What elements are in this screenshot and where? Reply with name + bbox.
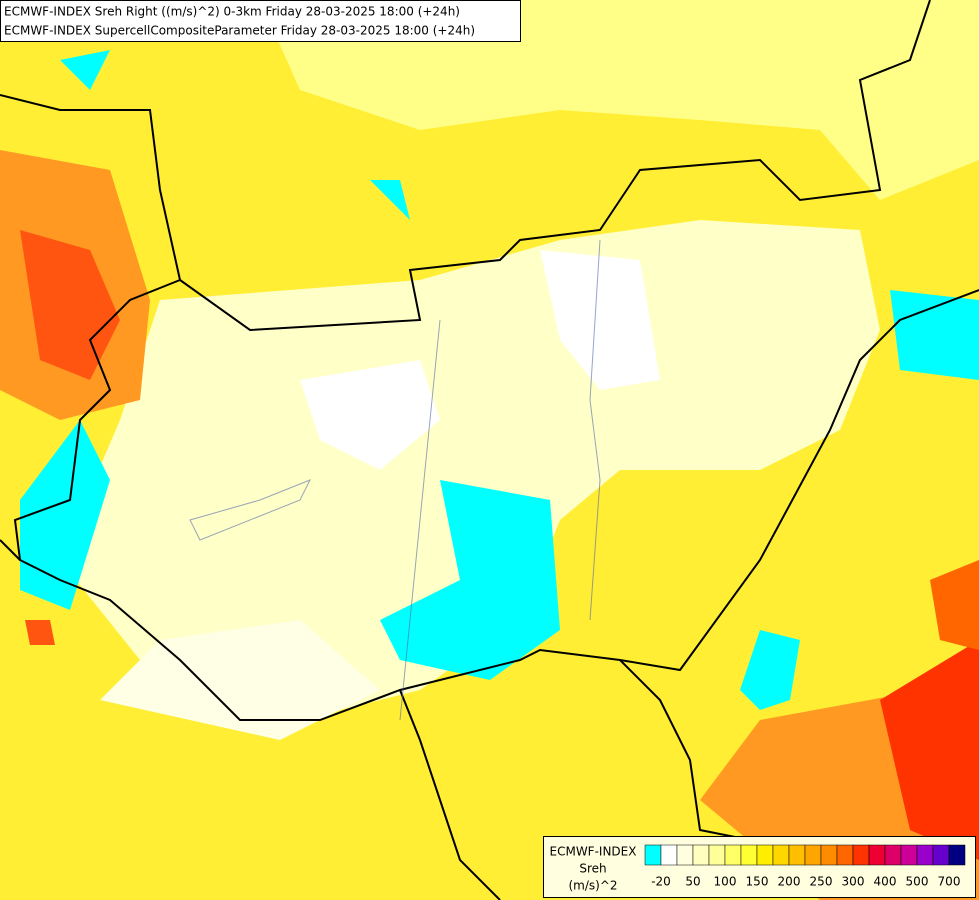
legend-swatch	[836, 844, 854, 866]
rivers	[189, 239, 601, 721]
legend-swatch	[740, 844, 758, 866]
legend-swatch	[852, 844, 870, 866]
legend-swatch	[660, 844, 678, 866]
legend-label: 400	[874, 875, 897, 889]
legend-swatch	[948, 844, 966, 866]
legend-label: 500	[906, 875, 929, 889]
legend-label: 150	[746, 875, 769, 889]
legend-swatch	[804, 844, 822, 866]
legend-swatch	[932, 844, 950, 866]
legend-swatch	[916, 844, 934, 866]
legend-label: 100	[714, 875, 737, 889]
legend-name: Sreh	[579, 862, 606, 876]
legend-label: 300	[842, 875, 865, 889]
legend-swatch	[868, 844, 886, 866]
legend-swatch	[756, 844, 774, 866]
legend-label: 50	[685, 875, 700, 889]
legend-swatch	[820, 844, 838, 866]
legend-swatch	[724, 844, 742, 866]
header-line: ECMWF-INDEX SupercellCompositeParameter …	[4, 24, 475, 38]
legend-label: -20	[651, 875, 671, 889]
legend-label: 200	[778, 875, 801, 889]
legend-swatch	[900, 844, 918, 866]
legend-label: 700	[938, 875, 961, 889]
legend-swatch	[772, 844, 790, 866]
header-line: ECMWF-INDEX Sreh Right ((m/s)^2) 0-3km F…	[4, 5, 460, 19]
legend: ECMWF-INDEX Sreh (m/s)^2 -20 50 100 150 200 2…	[543, 836, 976, 898]
legend-swatch	[644, 844, 662, 866]
legend-unit: (m/s)^2	[568, 879, 617, 893]
legend-swatch	[788, 844, 806, 866]
legend-title: ECMWF-INDEX	[550, 845, 637, 859]
header-box: ECMWF-INDEX Sreh Right ((m/s)^2) 0-3km F…	[0, 0, 521, 42]
legend-swatch	[676, 844, 694, 866]
legend-label: 250	[810, 875, 833, 889]
legend-swatch	[708, 844, 726, 866]
legend-swatch	[884, 844, 902, 866]
legend-swatch	[692, 844, 710, 866]
